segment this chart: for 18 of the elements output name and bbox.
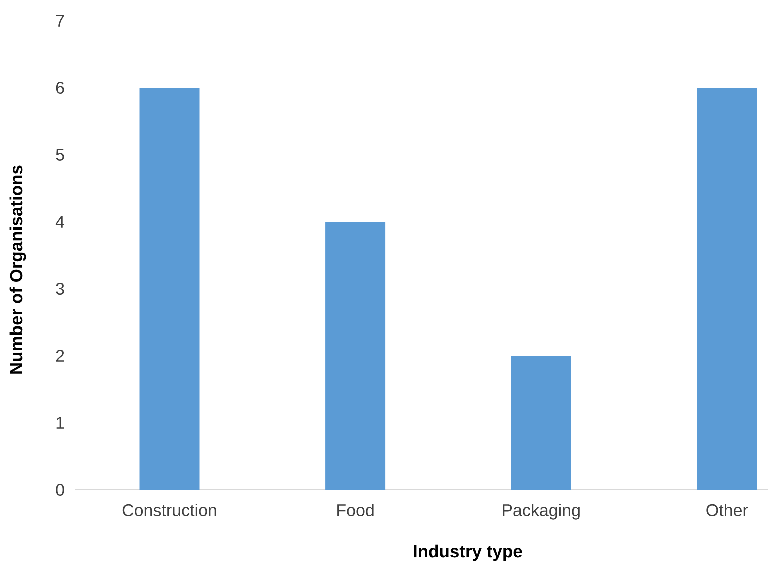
bar [326,222,386,490]
y-tick-label: 6 [56,82,64,94]
y-tick-label: 3 [56,282,64,296]
bar [511,356,572,490]
x-axis-title: Industry type [414,544,522,562]
y-tick-label: 4 [56,216,65,228]
y-axis-title: Number of Organisations [10,166,26,374]
y-tick-label: 1 [56,417,64,429]
bar [697,88,758,490]
x-tick-label: Construction [122,504,216,516]
y-tick-label: 2 [56,350,64,362]
y-tick-label: 0 [56,484,64,496]
x-tick-label: Food [338,504,374,516]
x-tick-label: Other [706,504,748,516]
y-tick-label: 5 [56,149,64,161]
y-tick-label: 7 [56,15,64,27]
x-tick-label: Packaging [503,504,580,520]
bar [140,88,200,490]
